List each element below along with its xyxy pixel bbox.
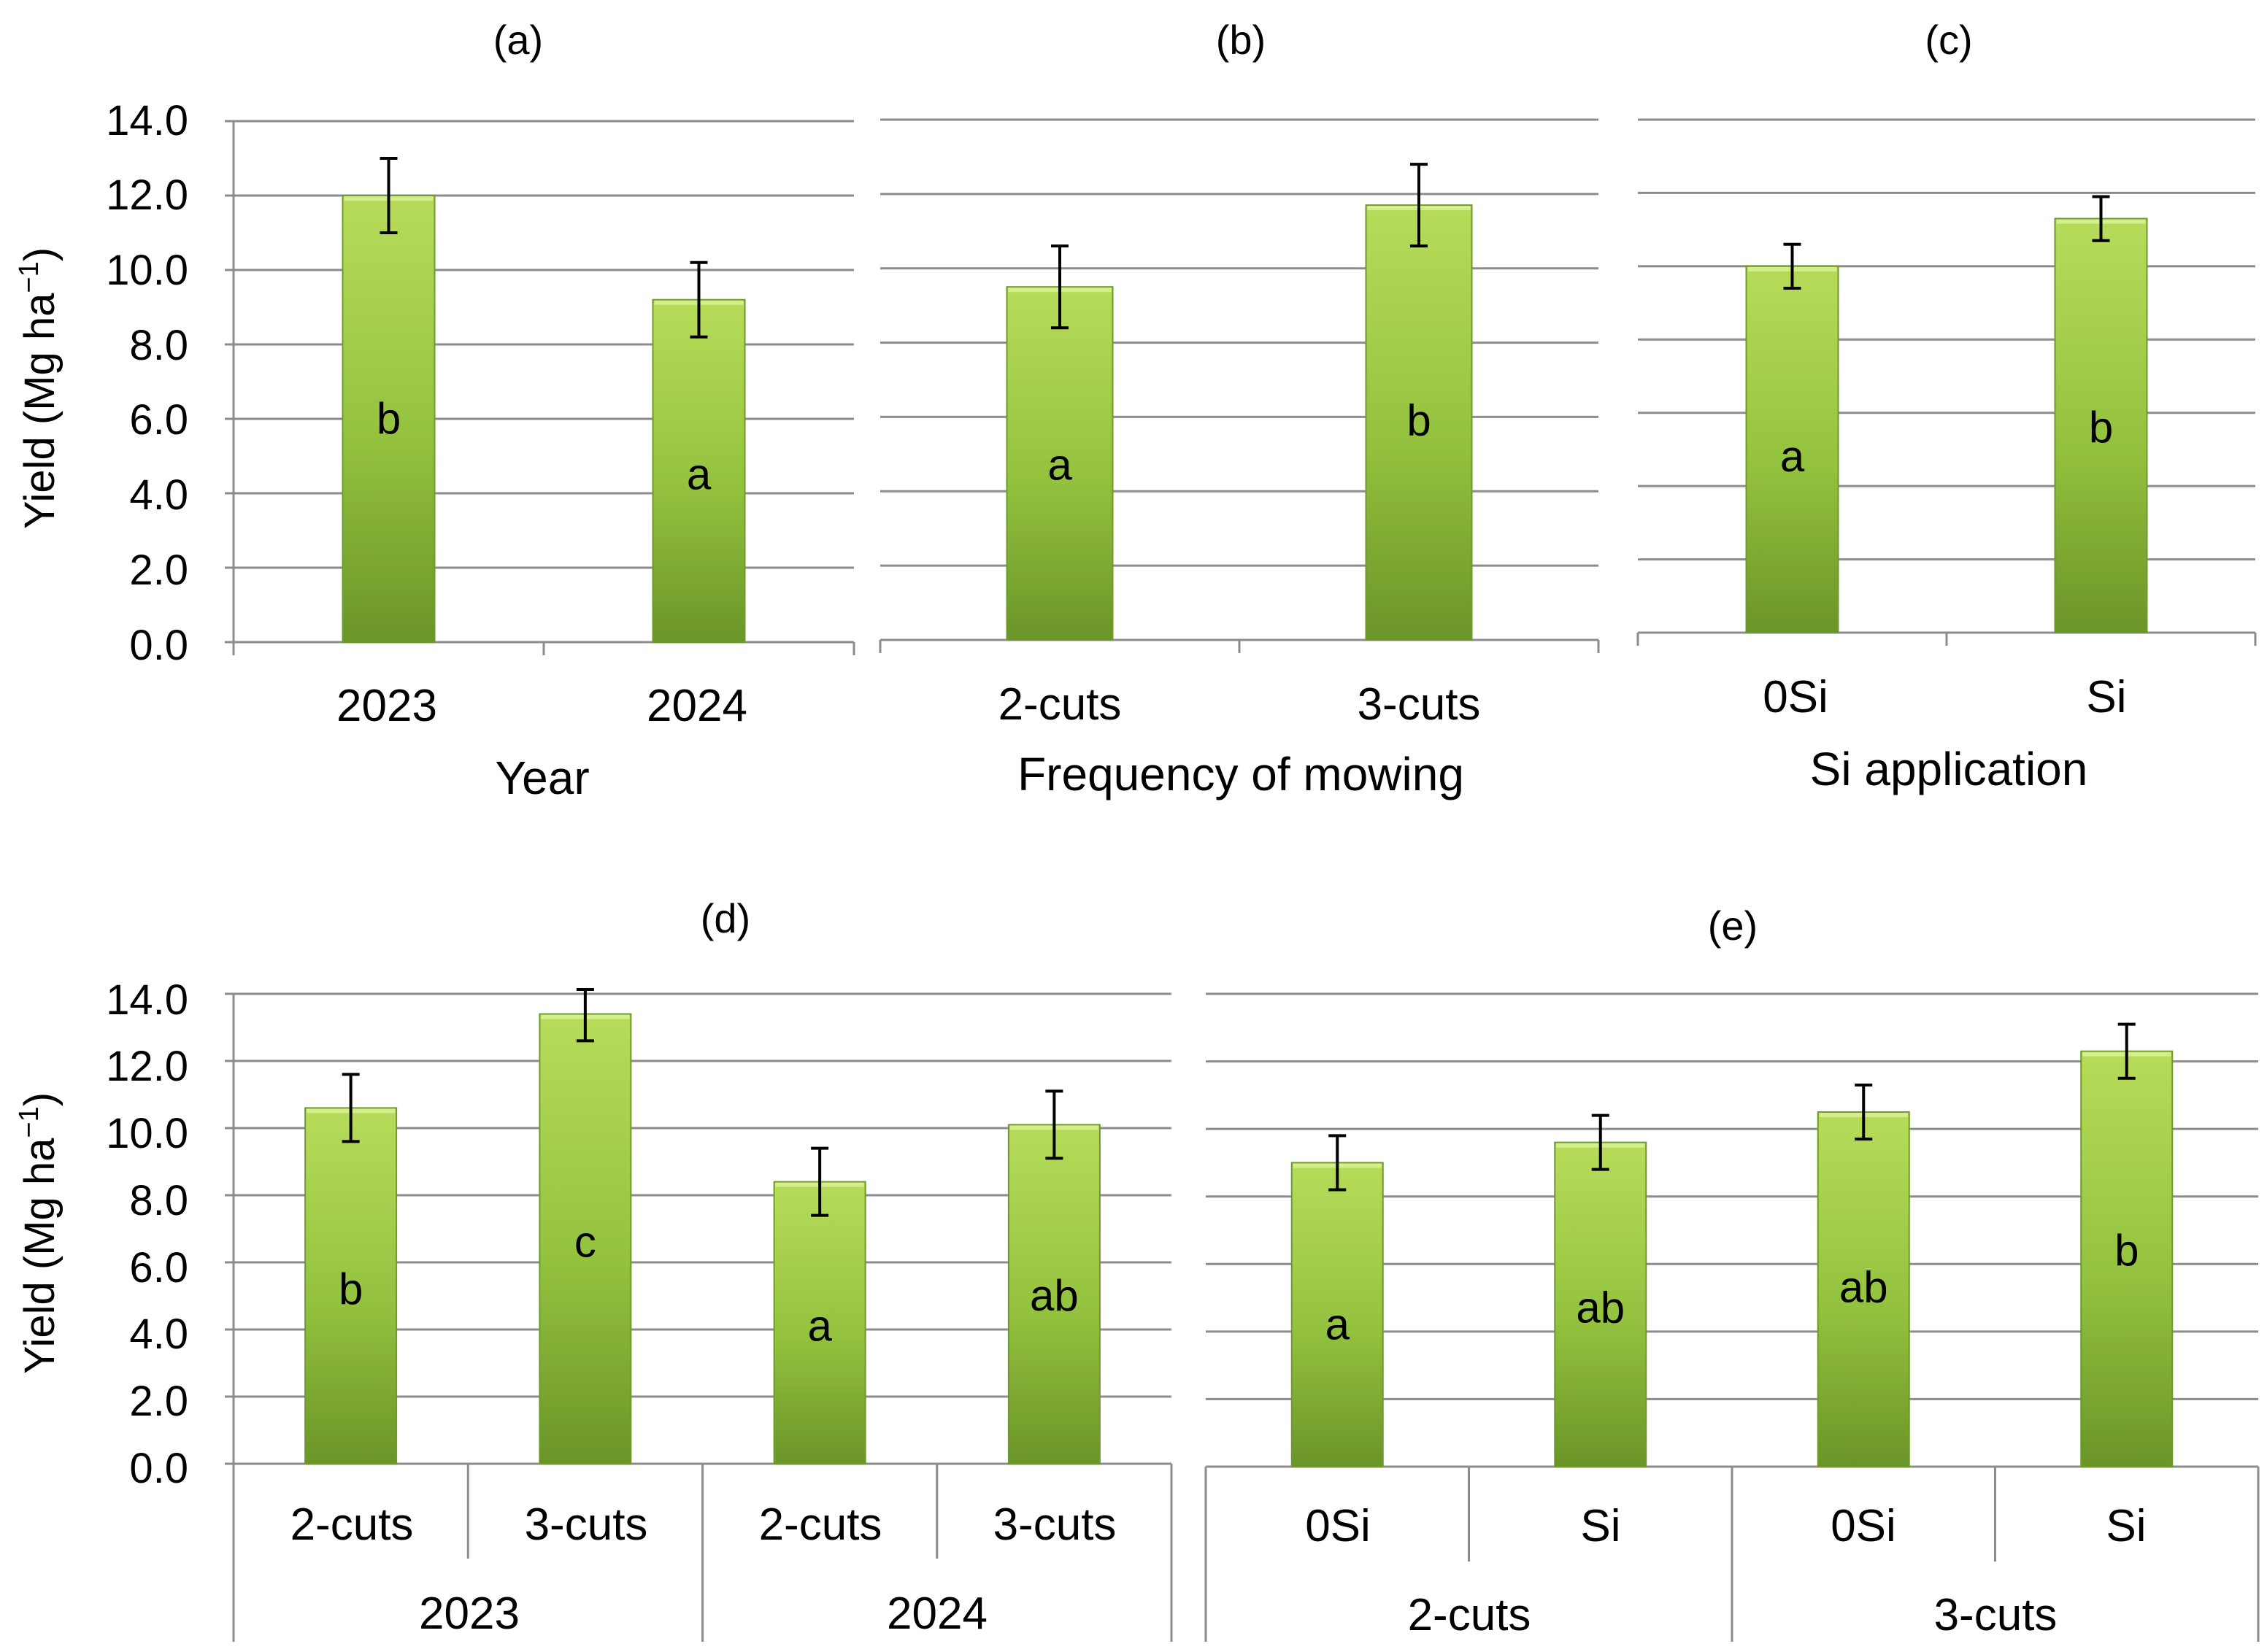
bar <box>342 195 436 643</box>
panel-e-title: (e) <box>1708 903 1758 949</box>
y-tick-label: 2.0 <box>129 1378 188 1425</box>
significance-letter: b <box>377 394 401 443</box>
error-bar <box>690 260 708 339</box>
bar <box>1817 1111 1910 1467</box>
significance-letter: a <box>1780 432 1805 481</box>
x-group-label: 3-cuts <box>1934 1590 2058 1640</box>
panel-a-y-axis-label: Yield (Mg ha−1) <box>14 247 63 529</box>
y-tick-label: 14.0 <box>106 97 188 144</box>
error-bar <box>1410 163 1428 248</box>
x-category-label: 3-cuts <box>1358 679 1481 730</box>
bar <box>1290 1162 1384 1468</box>
x-category-label: 0Si <box>1831 1501 1896 1551</box>
y-tick-label: 10.0 <box>106 247 188 294</box>
x-category-label: 2023 <box>336 681 437 731</box>
significance-letter: a <box>807 1301 832 1350</box>
y-tick-label: 8.0 <box>129 1177 188 1224</box>
y-tick-label: 6.0 <box>129 396 188 444</box>
panel-d-y-ticks: 0.0 2.0 4.0 6.0 8.0 10.0 12.0 14.0 <box>106 976 188 1492</box>
x-group-label: 2023 <box>419 1589 520 1639</box>
bar <box>304 1107 398 1465</box>
panel-a-x-axis-label: Year <box>495 752 589 804</box>
bar <box>1554 1141 1647 1467</box>
x-category-label: Si <box>2106 1501 2146 1551</box>
y-tick-label: 12.0 <box>106 171 188 219</box>
y-tick-label: 14.0 <box>106 976 188 1024</box>
panel-b-title: (b) <box>1216 17 1266 63</box>
error-bar <box>2092 195 2110 242</box>
error-bar <box>1328 1134 1347 1192</box>
significance-letter: ab <box>1576 1283 1625 1332</box>
x-category-label: 3-cuts <box>993 1499 1117 1550</box>
y-tick-label: 12.0 <box>106 1043 188 1090</box>
y-tick-label: 2.0 <box>129 547 188 594</box>
bar <box>652 298 746 643</box>
bar <box>1006 286 1114 641</box>
significance-letter: a <box>1047 441 1072 490</box>
bar <box>1365 204 1473 641</box>
error-bar <box>1051 244 1069 330</box>
error-bar <box>1783 242 1801 290</box>
panel-a-y-ticks: 0.0 2.0 4.0 6.0 8.0 10.0 12.0 14.0 <box>106 97 188 669</box>
error-bar <box>2117 1022 2136 1080</box>
bar <box>1745 265 1839 633</box>
significance-letter: b <box>2089 403 2113 452</box>
x-category-label: 2-cuts <box>290 1499 414 1550</box>
y-tick-label: 4.0 <box>129 1311 188 1358</box>
y-tick-label: 6.0 <box>129 1244 188 1292</box>
x-group-label: 2024 <box>887 1589 988 1639</box>
x-category-label: Si <box>1580 1501 1620 1551</box>
x-category-label: 2-cuts <box>759 1499 882 1550</box>
panel-d-title: (d) <box>701 895 750 941</box>
bar <box>2054 217 2148 634</box>
panel-e-chart: (e) a ab ab b 0Si Si 0Si Si 2-cuts 3-cuts <box>1204 903 2260 1642</box>
panel-a-title: (a) <box>493 17 543 63</box>
bar <box>1007 1124 1101 1465</box>
y-tick-label: 8.0 <box>129 322 188 369</box>
significance-letter: ab <box>1839 1263 1888 1312</box>
x-category-label: 2024 <box>647 681 747 731</box>
panel-c-title: (c) <box>1925 17 1972 63</box>
x-category-label: 2-cuts <box>998 679 1122 730</box>
y-tick-label: 4.0 <box>129 471 188 519</box>
panel-c-chart: (c) a b 0Si Si Si application <box>1636 17 2257 795</box>
x-category-label: 0Si <box>1305 1501 1371 1551</box>
panel-c-x-axis-label: Si application <box>1810 743 2088 795</box>
error-bar <box>380 157 398 234</box>
panel-b-chart: (b) a b 2-cuts 3-cuts Frequency of mowing <box>879 17 1600 800</box>
y-tick-label: 10.0 <box>106 1110 188 1157</box>
error-bar <box>1591 1113 1609 1171</box>
error-bar <box>1045 1089 1063 1160</box>
significance-letter: c <box>574 1217 596 1266</box>
x-category-label: Si <box>2086 672 2126 722</box>
error-bar <box>342 1073 360 1143</box>
panel-d-chart: (d) Yield (Mg ha−1) 0.0 2.0 4.0 6.0 8.0 … <box>14 895 1173 1642</box>
significance-letter: a <box>1325 1300 1350 1349</box>
bar <box>539 1013 632 1464</box>
x-category-label: 3-cuts <box>525 1499 648 1550</box>
panel-d-y-axis-label: Yield (Mg ha−1) <box>14 1092 63 1374</box>
panel-b-x-axis-label: Frequency of mowing <box>1017 748 1464 800</box>
y-tick-label: 0.0 <box>129 1445 188 1492</box>
bar <box>2080 1050 2174 1467</box>
error-bar <box>1855 1083 1873 1141</box>
panel-a-chart: (a) Yield (Mg ha−1) 0.0 2.0 4.0 6.0 8.0 … <box>14 17 855 804</box>
significance-letter: b <box>1406 396 1431 445</box>
x-group-label: 2-cuts <box>1408 1590 1531 1640</box>
significance-letter: b <box>339 1265 363 1313</box>
significance-letter: a <box>687 450 712 499</box>
x-category-label: 0Si <box>1763 672 1828 722</box>
error-bar <box>811 1146 829 1217</box>
significance-letter: ab <box>1030 1271 1079 1320</box>
significance-letter: b <box>2114 1226 2139 1275</box>
y-tick-label: 0.0 <box>129 622 188 669</box>
error-bar <box>576 988 594 1043</box>
